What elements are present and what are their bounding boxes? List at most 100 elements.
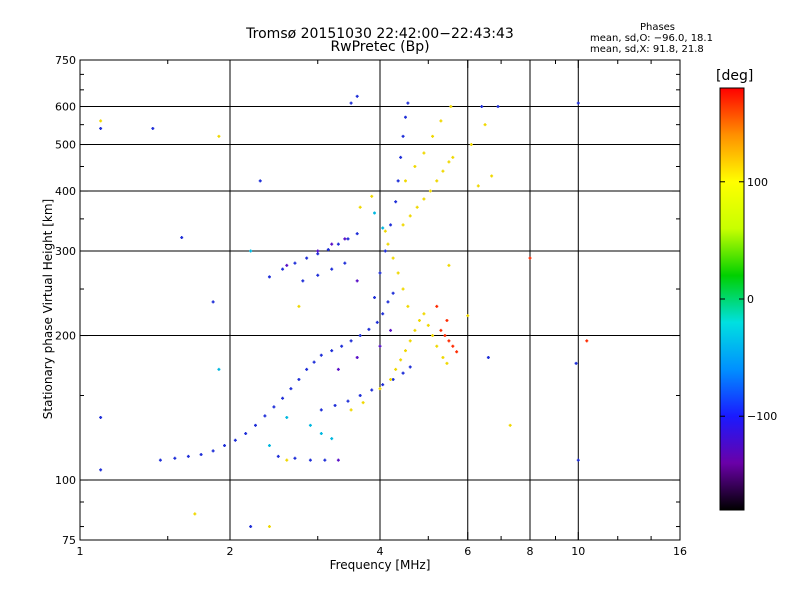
data-point — [297, 377, 301, 381]
data-point — [336, 242, 340, 246]
data-point — [403, 115, 407, 119]
data-point — [193, 512, 197, 516]
data-point — [391, 256, 395, 260]
y-tick-label: 200 — [55, 330, 76, 343]
data-point — [391, 291, 395, 295]
data-point — [428, 189, 432, 193]
data-point — [336, 367, 340, 371]
data-point — [435, 344, 439, 348]
data-point — [528, 256, 532, 260]
data-point — [399, 358, 403, 362]
data-point — [367, 327, 371, 331]
data-point — [336, 458, 340, 462]
data-point — [422, 312, 426, 316]
data-point — [413, 164, 417, 168]
data-point — [99, 126, 103, 130]
data-point — [574, 361, 578, 365]
colorbar-tick-label: 0 — [747, 293, 754, 306]
data-point — [408, 365, 412, 369]
data-point — [378, 344, 382, 348]
data-point — [386, 242, 390, 246]
data-point — [326, 248, 330, 252]
data-point — [267, 444, 271, 448]
y-tick-label: 300 — [55, 245, 76, 258]
data-point — [217, 367, 221, 371]
data-point — [441, 355, 445, 359]
data-point — [355, 232, 359, 236]
data-point — [413, 328, 417, 332]
data-point — [316, 252, 320, 256]
y-tick-label: 750 — [55, 54, 76, 67]
data-point — [244, 432, 248, 436]
x-tick-label: 2 — [227, 545, 234, 558]
data-point — [403, 179, 407, 183]
data-point — [370, 388, 374, 392]
data-point — [406, 304, 410, 308]
data-point — [381, 383, 385, 387]
data-point — [401, 134, 405, 138]
data-point — [447, 263, 451, 267]
data-point — [330, 267, 334, 271]
data-point — [297, 304, 301, 308]
data-point — [249, 525, 253, 529]
y-tick-label: 600 — [55, 101, 76, 114]
data-point — [389, 377, 393, 381]
data-point — [401, 223, 405, 227]
data-point — [386, 300, 390, 304]
x-tick-label: 10 — [571, 545, 585, 558]
data-point — [585, 339, 589, 343]
data-point — [451, 344, 455, 348]
data-point — [323, 458, 327, 462]
data-point — [173, 456, 177, 460]
data-point — [217, 134, 221, 138]
data-point — [305, 256, 309, 260]
data-point — [293, 261, 297, 265]
data-point — [455, 350, 459, 354]
data-point — [349, 408, 353, 412]
data-point — [422, 151, 426, 155]
data-point — [389, 223, 393, 227]
data-point — [373, 211, 377, 215]
data-point — [281, 396, 285, 400]
data-point — [576, 101, 580, 105]
data-point — [267, 275, 271, 279]
data-point — [466, 314, 470, 318]
data-point — [401, 371, 405, 375]
data-point — [346, 237, 350, 241]
data-point — [383, 249, 387, 253]
data-point — [378, 387, 382, 391]
data-point — [316, 273, 320, 277]
data-point — [451, 155, 455, 159]
data-point — [330, 437, 334, 441]
data-point — [408, 214, 412, 218]
data-point — [373, 296, 377, 300]
colorbar-unit-label: [deg] — [716, 68, 754, 84]
y-tick-label: 100 — [55, 474, 76, 487]
data-point — [469, 143, 473, 147]
data-point — [381, 226, 385, 230]
data-point — [435, 179, 439, 183]
data-point — [333, 403, 337, 407]
data-point — [308, 423, 312, 427]
data-point — [180, 236, 184, 240]
x-tick-label: 4 — [377, 545, 384, 558]
data-point — [281, 267, 285, 271]
data-point — [276, 454, 280, 458]
data-point — [301, 279, 305, 283]
data-point — [399, 155, 403, 159]
data-point — [330, 242, 334, 246]
data-point — [394, 367, 398, 371]
data-point — [253, 423, 257, 427]
x-axis-label: Frequency [MHz] — [329, 558, 431, 572]
data-point — [443, 334, 447, 338]
data-point — [340, 344, 344, 348]
data-point — [476, 184, 480, 188]
y-axis-label: Stationary phase Virtual Height [km] — [41, 198, 55, 420]
data-point — [285, 263, 289, 267]
data-point — [401, 287, 405, 291]
data-point — [403, 349, 407, 353]
data-point — [435, 304, 439, 308]
chart-title: Tromsø 20151030 22:42:00−22:43:43 — [246, 26, 514, 42]
data-point — [158, 458, 162, 462]
data-point — [431, 334, 435, 338]
